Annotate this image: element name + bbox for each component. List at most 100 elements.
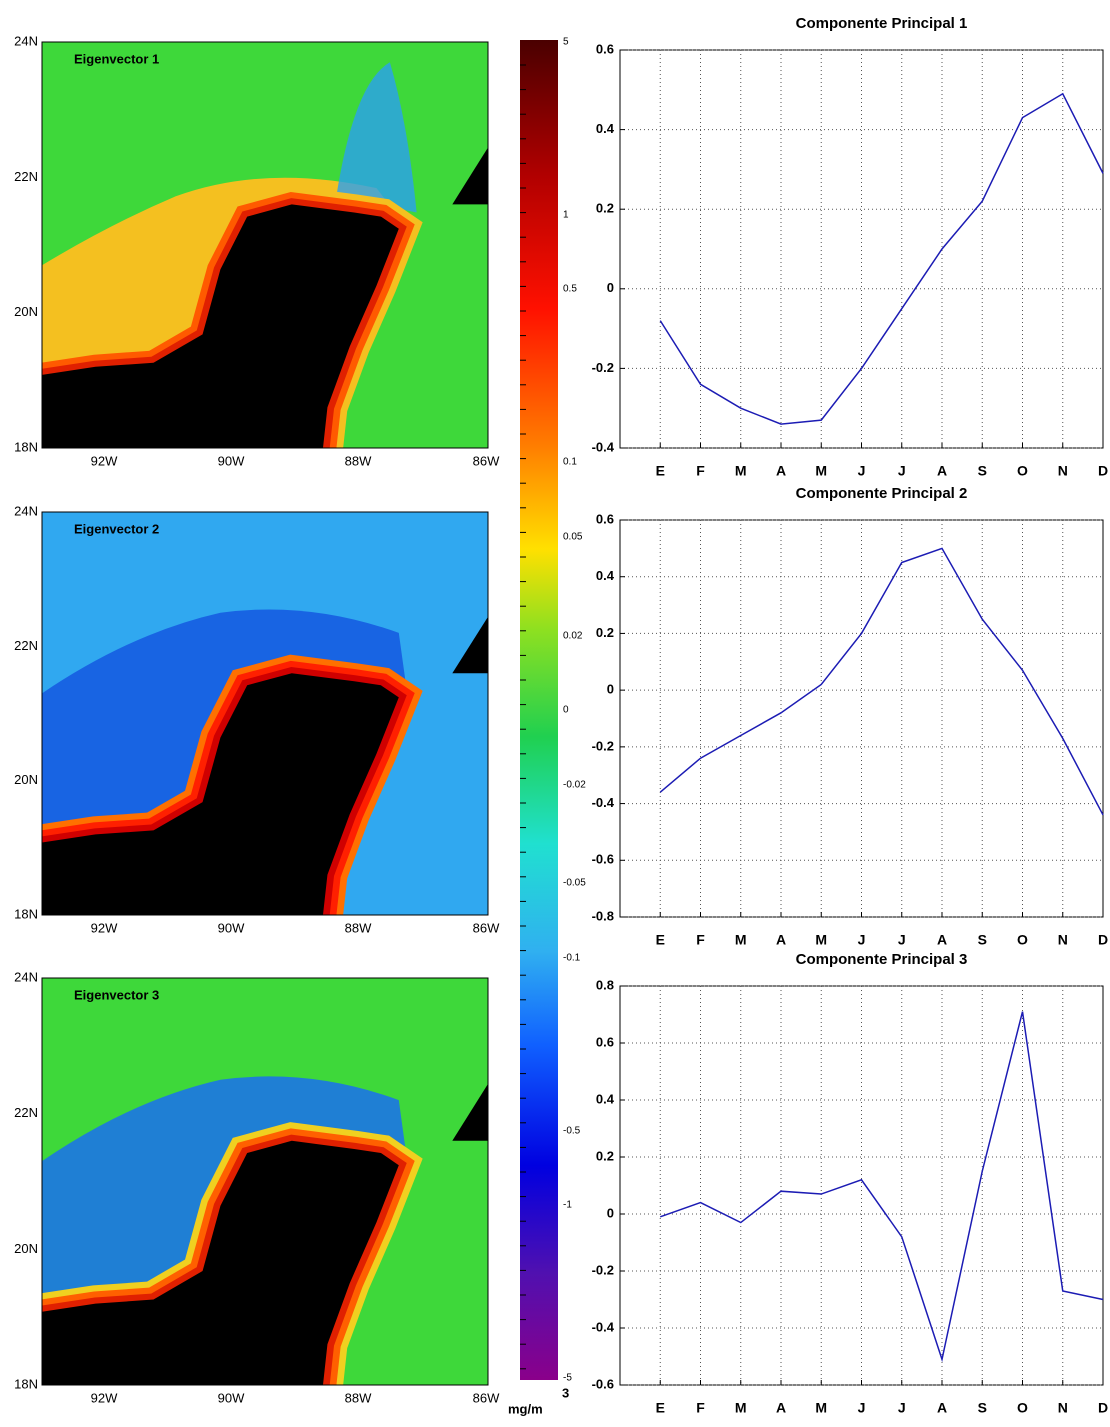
lat-label: 22N bbox=[14, 169, 38, 184]
lon-label: 86W bbox=[473, 1390, 500, 1405]
x-tick-label: E bbox=[656, 932, 665, 948]
y-tick-label: -0.6 bbox=[592, 852, 614, 867]
plot-area bbox=[619, 985, 1104, 1386]
y-tick-label: 0 bbox=[607, 682, 614, 697]
y-tick-label: 0.6 bbox=[596, 511, 614, 526]
colorbar-label: 0.05 bbox=[563, 532, 583, 543]
y-tick-label: 0 bbox=[607, 280, 614, 295]
colorbar-label: -0.1 bbox=[563, 953, 581, 964]
x-tick-label: O bbox=[1017, 1400, 1028, 1416]
y-tick-label: 0.2 bbox=[596, 201, 614, 216]
colorbar-label: -0.05 bbox=[563, 878, 586, 889]
x-tick-label: D bbox=[1098, 463, 1108, 479]
map bbox=[42, 978, 488, 1385]
x-tick-label: A bbox=[937, 463, 947, 479]
lat-label: 22N bbox=[14, 1105, 38, 1120]
colorbar-label: -0.02 bbox=[563, 780, 586, 791]
colorbar-label: -5 bbox=[563, 1373, 572, 1384]
y-tick-label: 0.2 bbox=[596, 625, 614, 640]
x-tick-label: M bbox=[815, 1400, 827, 1416]
x-tick-label: A bbox=[776, 1400, 786, 1416]
y-tick-label: 0.4 bbox=[596, 121, 615, 136]
colorbar-label: 1 bbox=[563, 210, 569, 221]
x-tick-label: S bbox=[978, 463, 987, 479]
lon-label: 92W bbox=[91, 1390, 118, 1405]
land bbox=[42, 673, 399, 915]
colorbar-unit: mg/m bbox=[508, 1401, 543, 1416]
x-tick-label: M bbox=[815, 932, 827, 948]
lon-label: 92W bbox=[91, 920, 118, 935]
colorbar-label: 0 bbox=[563, 705, 569, 716]
x-tick-label: A bbox=[776, 932, 786, 948]
x-tick-label: J bbox=[898, 932, 906, 948]
lat-label: 18N bbox=[14, 1376, 38, 1391]
plot-area bbox=[619, 519, 1104, 918]
x-tick-label: J bbox=[898, 1400, 906, 1416]
y-tick-label: -0.2 bbox=[592, 738, 614, 753]
x-tick-label: O bbox=[1017, 463, 1028, 479]
lat-label: 20N bbox=[14, 1241, 38, 1256]
x-tick-label: S bbox=[978, 1400, 987, 1416]
y-tick-label: 0.4 bbox=[596, 1091, 615, 1106]
lon-label: 86W bbox=[473, 453, 500, 468]
x-tick-label: N bbox=[1058, 463, 1068, 479]
x-tick-label: J bbox=[858, 463, 866, 479]
colorbar bbox=[520, 40, 558, 1380]
plume bbox=[336, 62, 417, 213]
x-tick-label: F bbox=[696, 1400, 705, 1416]
x-tick-label: J bbox=[858, 1400, 866, 1416]
data-line bbox=[659, 92, 1104, 425]
lon-label: 88W bbox=[345, 920, 372, 935]
y-tick-label: 0 bbox=[607, 1205, 614, 1220]
map-title: Eigenvector 1 bbox=[74, 51, 159, 66]
colorbar-label: 0.1 bbox=[563, 457, 577, 468]
chart-title: Componente Principal 3 bbox=[796, 951, 968, 968]
map bbox=[42, 42, 488, 448]
colorbar-label: -0.5 bbox=[563, 1126, 581, 1137]
x-tick-label: A bbox=[937, 932, 947, 948]
cuba bbox=[452, 1083, 488, 1141]
x-tick-label: M bbox=[735, 463, 747, 479]
lat-label: 24N bbox=[14, 33, 38, 48]
x-tick-label: A bbox=[776, 463, 786, 479]
y-tick-label: -0.8 bbox=[592, 908, 614, 923]
lat-label: 18N bbox=[14, 439, 38, 454]
land bbox=[42, 1140, 399, 1385]
lat-label: 18N bbox=[14, 906, 38, 921]
y-tick-label: 0.6 bbox=[596, 41, 614, 56]
y-tick-label: 0.4 bbox=[596, 568, 615, 583]
map-title: Eigenvector 2 bbox=[74, 521, 159, 536]
chart-title: Componente Principal 2 bbox=[796, 485, 968, 502]
x-tick-label: N bbox=[1058, 1400, 1068, 1416]
map bbox=[42, 512, 488, 915]
x-tick-label: A bbox=[937, 1400, 947, 1416]
map-frame bbox=[41, 977, 489, 1386]
lat-label: 20N bbox=[14, 304, 38, 319]
map-frame bbox=[41, 41, 489, 449]
chart-title: Componente Principal 1 bbox=[796, 15, 968, 32]
y-tick-label: -0.4 bbox=[592, 439, 615, 454]
lon-label: 86W bbox=[473, 920, 500, 935]
data-line bbox=[659, 547, 1104, 816]
x-tick-label: O bbox=[1017, 932, 1028, 948]
cuba bbox=[452, 616, 488, 674]
lon-label: 88W bbox=[345, 1390, 372, 1405]
y-tick-label: -0.4 bbox=[592, 1319, 615, 1334]
lat-label: 22N bbox=[14, 638, 38, 653]
lat-label: 24N bbox=[14, 969, 38, 984]
x-tick-label: S bbox=[978, 932, 987, 948]
map-title: Eigenvector 3 bbox=[74, 987, 159, 1002]
y-tick-label: -0.2 bbox=[592, 360, 614, 375]
y-tick-label: -0.6 bbox=[592, 1376, 614, 1391]
lon-label: 92W bbox=[91, 453, 118, 468]
y-tick-label: 0.6 bbox=[596, 1034, 614, 1049]
colorbar-label: 0.02 bbox=[563, 631, 583, 642]
lat-label: 24N bbox=[14, 503, 38, 518]
x-tick-label: M bbox=[815, 463, 827, 479]
x-tick-label: M bbox=[735, 932, 747, 948]
x-tick-label: J bbox=[858, 932, 866, 948]
y-tick-label: -0.2 bbox=[592, 1262, 614, 1277]
colorbar-unit-exponent: 3 bbox=[562, 1385, 569, 1400]
